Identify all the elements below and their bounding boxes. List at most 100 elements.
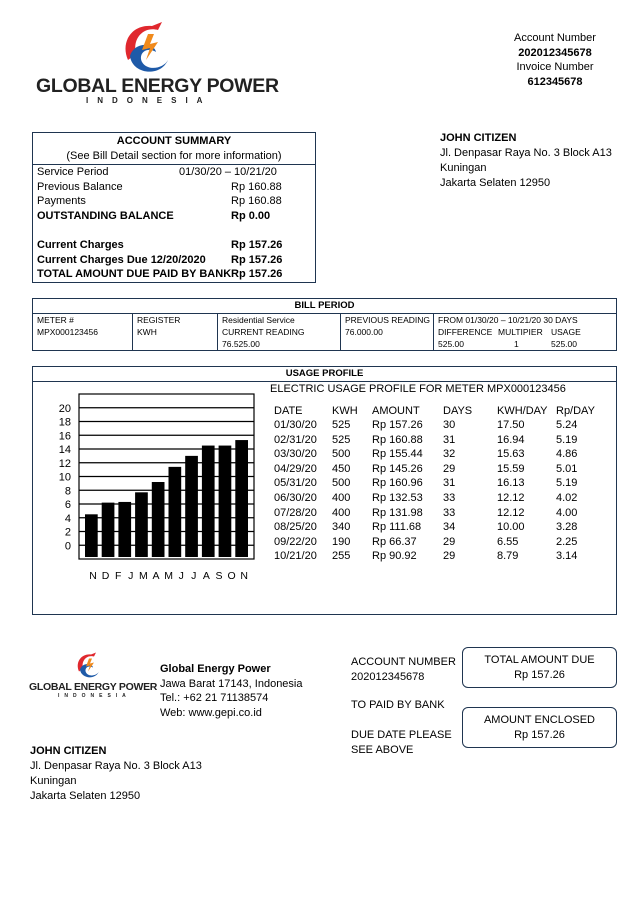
table-cell: 16.13 <box>497 477 525 490</box>
invoice-ids: Account Number 202012345678 Invoice Numb… <box>500 31 610 90</box>
company-logo-icon <box>125 22 168 72</box>
y-tick-label: 16 <box>59 430 71 442</box>
table-cell: 10.00 <box>497 521 525 534</box>
divider <box>33 164 315 165</box>
table-cell: 32 <box>443 448 456 461</box>
invoice-number-label: Invoice Number <box>516 61 594 74</box>
x-tick-label: A <box>152 570 159 582</box>
table-cell: 34 <box>443 521 456 534</box>
y-tick-label: 6 <box>65 499 71 511</box>
account-summary: ACCOUNT SUMMARY (See Bill Detail section… <box>32 132 316 283</box>
due-date-note: DUE DATE PLEASE SEE ABOVE <box>351 728 452 757</box>
bar <box>151 482 165 557</box>
address-line: Jl. Denpasar Raya No. 3 Block A13 <box>440 147 612 159</box>
y-tick-label: 8 <box>65 485 71 497</box>
remit-account: ACCOUNT NUMBER 202012345678 <box>351 655 456 684</box>
x-tick-label: O <box>228 570 236 582</box>
x-tick-label: A <box>203 570 210 582</box>
bar <box>85 514 98 557</box>
table-cell: 29 <box>443 550 456 563</box>
table-cell: 33 <box>443 492 456 504</box>
table-cell: Rp 90.92 <box>372 550 417 563</box>
invoice-number: 612345678 <box>527 76 583 89</box>
amount-enclosed-box: AMOUNT ENCLOSED Rp 157.26 <box>462 707 617 748</box>
table-cell: 4.02 <box>556 492 578 504</box>
company-web: Web: www.gepi.co.id <box>160 707 262 720</box>
table-cell: Rp 132.53 <box>372 492 423 504</box>
y-tick-label: 12 <box>59 458 71 470</box>
table-cell: 03/30/20 <box>274 448 317 461</box>
table-cell: 3.14 <box>556 550 578 563</box>
table-cell: Rp 111.68 <box>372 521 422 534</box>
summary-title: ACCOUNT SUMMARY <box>116 135 232 147</box>
divider <box>433 313 434 350</box>
difference-label: DIFFERENCE <box>438 327 493 337</box>
table-cell: Rp 160.88 <box>372 433 423 446</box>
address-line: Jakarta Selaten 12950 <box>30 790 141 802</box>
previous-reading-label: PREVIOUS READING <box>345 315 431 325</box>
y-tick-label: 4 <box>65 513 71 525</box>
table-cell: 8.79 <box>497 550 519 563</box>
table-cell: 12.12 <box>497 506 525 519</box>
table-cell: 12.12 <box>497 492 525 504</box>
table-cell: 450 <box>332 462 351 475</box>
table-cell: 500 <box>332 448 351 461</box>
table-cell: 17.50 <box>497 419 525 431</box>
table-cell: 190 <box>332 535 351 548</box>
summary-row: Current Charges Due 12/20/2020 Rp 157.26 <box>37 254 283 266</box>
bar <box>101 502 115 557</box>
summary-row: Previous Balance Rp 160.88 <box>37 181 282 193</box>
bill-period-title: BILL PERIOD <box>33 299 616 314</box>
y-tick-label: 18 <box>59 417 71 429</box>
register-label: REGISTER <box>137 315 181 325</box>
column-header: Rp/DAY <box>556 405 595 417</box>
total-amount-due-box: TOTAL AMOUNT DUE Rp 157.26 <box>462 647 617 688</box>
table-cell: 6.55 <box>497 535 519 548</box>
table-cell: 2.25 <box>556 535 578 548</box>
multiplier: 1 <box>514 339 519 349</box>
summary-row: Service Period 01/30/20 – 10/21/20 <box>37 166 277 178</box>
summary-row: Payments Rp 160.88 <box>37 195 282 207</box>
multiplier-label: MULTIPIER <box>498 327 543 337</box>
summary-row: OUTSTANDING BALANCE Rp 0.00 <box>37 210 271 222</box>
table-cell: Rp 66.37 <box>372 535 417 548</box>
address-line: Kuningan <box>440 162 487 174</box>
table-cell: Rp 157.26 <box>372 419 423 431</box>
table-cell: 400 <box>332 506 351 519</box>
summary-row: TOTAL AMOUNT DUE PAID BY BANK Rp 157.26 <box>37 268 283 280</box>
due-date-line: DUE DATE PLEASE <box>351 729 452 741</box>
x-tick-label: S <box>215 570 222 582</box>
table-cell: 04/29/20 <box>274 462 317 475</box>
usage: 525.00 <box>551 339 577 349</box>
paid-by-text: TO PAID BY BANK <box>351 699 445 711</box>
table-cell: 09/22/20 <box>274 535 317 548</box>
table-cell: 05/31/20 <box>274 477 317 490</box>
x-tick-label: J <box>128 570 133 582</box>
x-tick-label: D <box>102 570 110 582</box>
total-due-label: TOTAL AMOUNT DUE <box>484 654 595 666</box>
x-tick-label: J <box>191 570 196 582</box>
period-range: FROM 01/30/20 – 10/21/20 30 DAYS <box>438 315 578 325</box>
y-tick-label: 2 <box>65 527 71 539</box>
usage-profile-title: USAGE PROFILE <box>33 367 616 382</box>
table-cell: 29 <box>443 535 456 548</box>
address-line: Jakarta Selaten 12950 <box>440 177 551 189</box>
column-header: DAYS <box>443 405 473 417</box>
table-cell: 15.59 <box>497 462 525 475</box>
account-number-label: ACCOUNT NUMBER <box>351 656 456 668</box>
table-cell: 525 <box>332 419 351 431</box>
table-cell: 525 <box>332 433 351 446</box>
column-header: KWH <box>332 405 358 417</box>
account-number: 202012345678 <box>351 670 425 683</box>
company-phone: Tel.: +62 21 71138574 <box>160 692 269 705</box>
summary-row: Current Charges Rp 157.26 <box>37 239 283 251</box>
table-cell: 07/28/20 <box>274 506 317 519</box>
company-logo-small-icon <box>77 652 99 678</box>
usage-table-title: ELECTRIC USAGE PROFILE FOR METER MPX0001… <box>270 383 566 395</box>
brand-sub-small: INDONESIA <box>58 693 131 699</box>
table-cell: 340 <box>332 521 351 534</box>
company-info: Global Energy Power Jawa Barat 17143, In… <box>160 662 303 721</box>
bar <box>235 440 248 557</box>
current-reading-label: CURRENT READING <box>222 327 305 337</box>
